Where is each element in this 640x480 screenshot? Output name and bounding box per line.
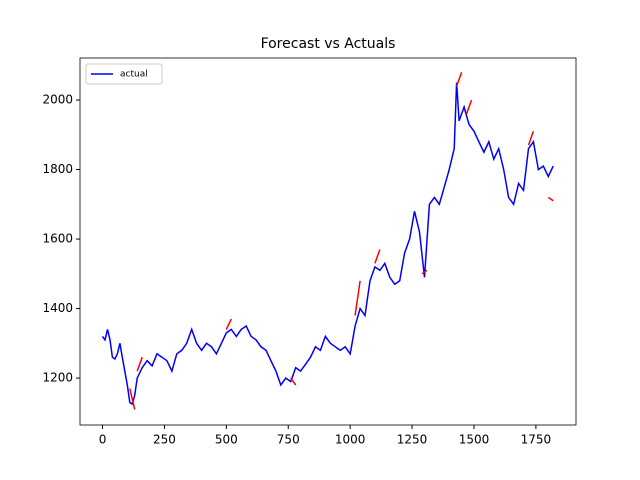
- x-tick-label: 1000: [335, 433, 366, 447]
- x-tick-label: 0: [99, 433, 107, 447]
- x-tick-label: 1750: [521, 433, 552, 447]
- series-line: [101, 82, 554, 406]
- series-line: [129, 71, 554, 410]
- x-tick-label: 500: [215, 433, 238, 447]
- y-tick-label: 1400: [42, 301, 73, 315]
- x-tick-label: 250: [153, 433, 176, 447]
- legend-box: [85, 63, 163, 85]
- x-tick-label: 750: [277, 433, 300, 447]
- y-tick-label: 1200: [42, 371, 73, 385]
- x-tick-label: 1250: [397, 433, 428, 447]
- axes-frame: [79, 57, 577, 426]
- chart-title: Forecast vs Actuals: [261, 36, 396, 52]
- y-tick-label: 2000: [42, 93, 73, 107]
- y-tick-label: 1800: [42, 162, 73, 176]
- x-tick-label: 1500: [459, 433, 490, 447]
- legend-label: actual: [120, 70, 148, 80]
- y-tick-label: 1600: [42, 232, 73, 246]
